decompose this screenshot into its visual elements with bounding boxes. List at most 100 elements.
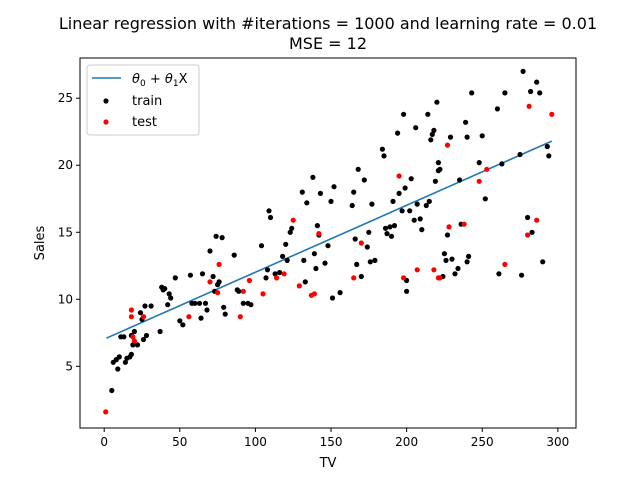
test-point xyxy=(128,314,134,320)
train-point xyxy=(463,119,469,125)
train-point xyxy=(137,310,144,316)
train-point xyxy=(148,303,154,309)
train-point xyxy=(379,146,385,152)
test-point xyxy=(290,217,296,223)
test-point xyxy=(246,277,252,284)
test-point xyxy=(207,279,213,285)
train-point xyxy=(364,244,370,250)
chart-title-line1: Linear regression with #iterations = 100… xyxy=(59,14,597,33)
train-point xyxy=(395,130,401,136)
train-point xyxy=(519,272,525,278)
train-point xyxy=(264,267,271,273)
train-point xyxy=(443,257,449,263)
train-point xyxy=(352,236,358,242)
test-point xyxy=(103,409,109,415)
y-tick-label: 10 xyxy=(58,292,73,306)
train-point xyxy=(130,342,136,348)
train-point xyxy=(390,198,396,204)
train-point xyxy=(444,232,451,238)
test-point xyxy=(549,111,555,117)
train-point xyxy=(401,111,407,117)
train-point xyxy=(387,224,393,230)
train-point xyxy=(464,134,470,140)
legend-train-marker xyxy=(103,98,109,104)
train-point xyxy=(431,127,437,133)
train-point xyxy=(366,229,372,235)
x-tick-label: 150 xyxy=(320,435,343,449)
chart-title-line2: MSE = 12 xyxy=(289,34,367,53)
train-point xyxy=(263,275,269,281)
train-point xyxy=(479,133,485,139)
train-point xyxy=(301,257,307,263)
train-point xyxy=(544,143,550,150)
train-point xyxy=(187,272,193,278)
test-point xyxy=(237,314,243,320)
train-point xyxy=(447,134,454,140)
test-point xyxy=(281,271,287,277)
axes-frame xyxy=(79,57,577,429)
train-point xyxy=(216,279,222,285)
train-point xyxy=(267,214,274,221)
test-point xyxy=(216,261,222,267)
train-point xyxy=(166,291,172,297)
train-point xyxy=(437,166,443,172)
train-point xyxy=(540,259,546,265)
test-point xyxy=(396,173,402,179)
x-tick-label: 200 xyxy=(395,435,418,449)
train-point xyxy=(529,229,535,235)
train-point xyxy=(391,223,398,229)
train-point xyxy=(402,185,408,191)
train-point xyxy=(192,300,198,306)
train-point xyxy=(407,208,413,214)
train-point xyxy=(236,288,242,294)
train-point xyxy=(143,332,150,339)
train-point xyxy=(413,125,419,131)
train-point xyxy=(435,160,441,166)
train-point xyxy=(381,153,387,159)
test-point xyxy=(525,232,531,238)
train-point xyxy=(396,190,402,196)
test-point xyxy=(446,224,452,230)
test-point xyxy=(351,275,357,281)
train-point xyxy=(248,302,254,308)
train-point xyxy=(384,231,390,237)
test-point xyxy=(311,291,317,297)
train-point xyxy=(417,216,423,222)
train-point xyxy=(476,160,482,166)
train-point xyxy=(310,174,316,180)
train-point xyxy=(299,189,305,195)
train-point xyxy=(546,153,552,159)
train-point xyxy=(204,307,210,313)
train-point xyxy=(109,387,115,394)
train-point xyxy=(496,271,502,277)
test-point xyxy=(534,217,540,223)
train-point xyxy=(280,253,286,259)
train-point xyxy=(314,223,320,229)
train-point xyxy=(499,161,505,167)
test-point xyxy=(502,261,508,267)
train-point xyxy=(466,253,472,259)
x-tick-label: 100 xyxy=(244,435,267,449)
train-point xyxy=(240,300,246,306)
train-point xyxy=(177,318,183,324)
train-point xyxy=(128,351,134,357)
train-point xyxy=(222,311,228,317)
train-point xyxy=(337,290,343,296)
test-point xyxy=(274,275,280,281)
train-point xyxy=(199,271,206,277)
train-point xyxy=(196,300,203,306)
train-point xyxy=(355,166,361,172)
test-point xyxy=(461,221,467,227)
test-point xyxy=(131,338,137,344)
train-point xyxy=(219,235,225,241)
train-point xyxy=(258,243,265,249)
test-point xyxy=(444,142,451,148)
test-point xyxy=(431,267,437,273)
train-point xyxy=(367,259,373,265)
x-tick-label: 0 xyxy=(100,435,108,449)
train-point xyxy=(528,88,534,95)
y-axis-label: Sales xyxy=(33,225,48,260)
train-point xyxy=(317,190,323,196)
train-point xyxy=(157,328,163,335)
train-point xyxy=(428,137,434,143)
